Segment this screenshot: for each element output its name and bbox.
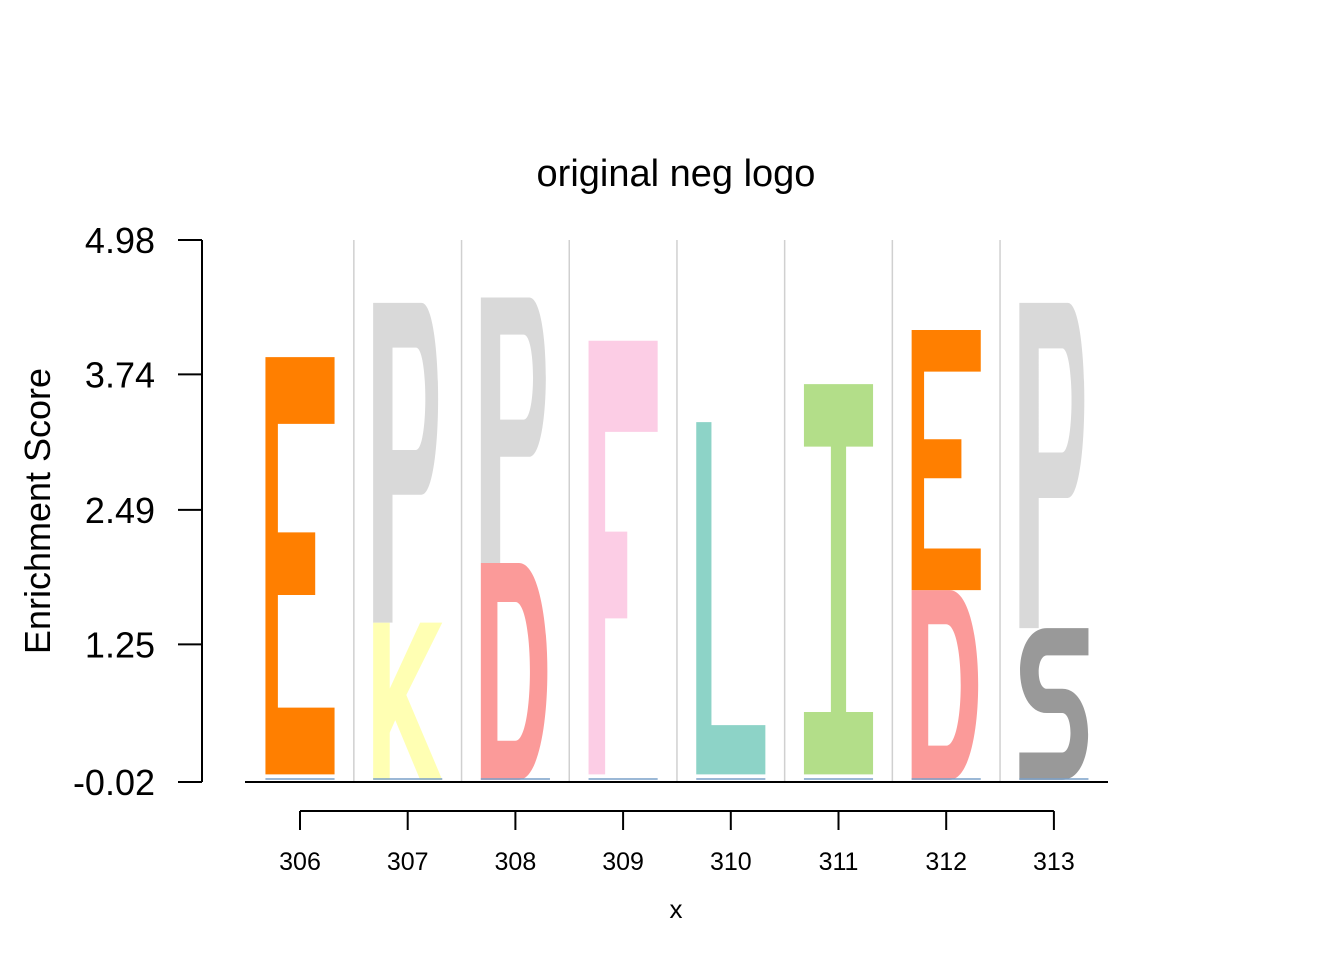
- logo-letter-e-312: [911, 329, 981, 591]
- logo-letter-l-310: [696, 422, 766, 775]
- logo-letter-d-308: [480, 563, 548, 780]
- logo-letter-p-308: [480, 297, 546, 564]
- logo-letter-e-306: [265, 357, 335, 775]
- logo-letter-p-307: [373, 302, 439, 623]
- logo-letter-p-313: [1019, 302, 1085, 629]
- logo-letters: [265, 297, 1089, 780]
- logo-letter-d-312: [911, 590, 979, 780]
- logo-letter-s-313: [1019, 628, 1089, 780]
- logo-letter-f-309: [588, 340, 658, 775]
- x-tick-label: 309: [602, 848, 644, 876]
- y-tick-label: 3.74: [85, 354, 155, 395]
- y-axis-label: Enrichment Score: [17, 368, 58, 654]
- x-tick-label: 307: [387, 848, 429, 876]
- x-tick-label: 310: [710, 848, 752, 876]
- vertical-gridlines: [353, 240, 1001, 782]
- y-tick-label: 1.25: [85, 624, 155, 665]
- y-tick-label: 2.49: [85, 490, 155, 531]
- chart-title: original neg logo: [537, 153, 816, 195]
- x-tick-label: 311: [819, 848, 859, 876]
- logo-letter-k-307: [373, 622, 443, 780]
- y-tick-label: -0.02: [73, 762, 155, 803]
- x-tick-label: 306: [279, 848, 321, 876]
- x-tick-label: 312: [925, 848, 967, 876]
- y-axis: 4.98 3.74 2.49 1.25 -0.02: [73, 220, 203, 803]
- x-tick-label: 308: [495, 848, 537, 876]
- logo-letter-i-311: [803, 384, 874, 775]
- x-axis: 306 307 308 309 310 311 312 313: [279, 810, 1075, 876]
- x-tick-label: 313: [1033, 848, 1075, 876]
- y-tick-label: 4.98: [85, 220, 155, 261]
- x-axis-label: x: [670, 894, 683, 924]
